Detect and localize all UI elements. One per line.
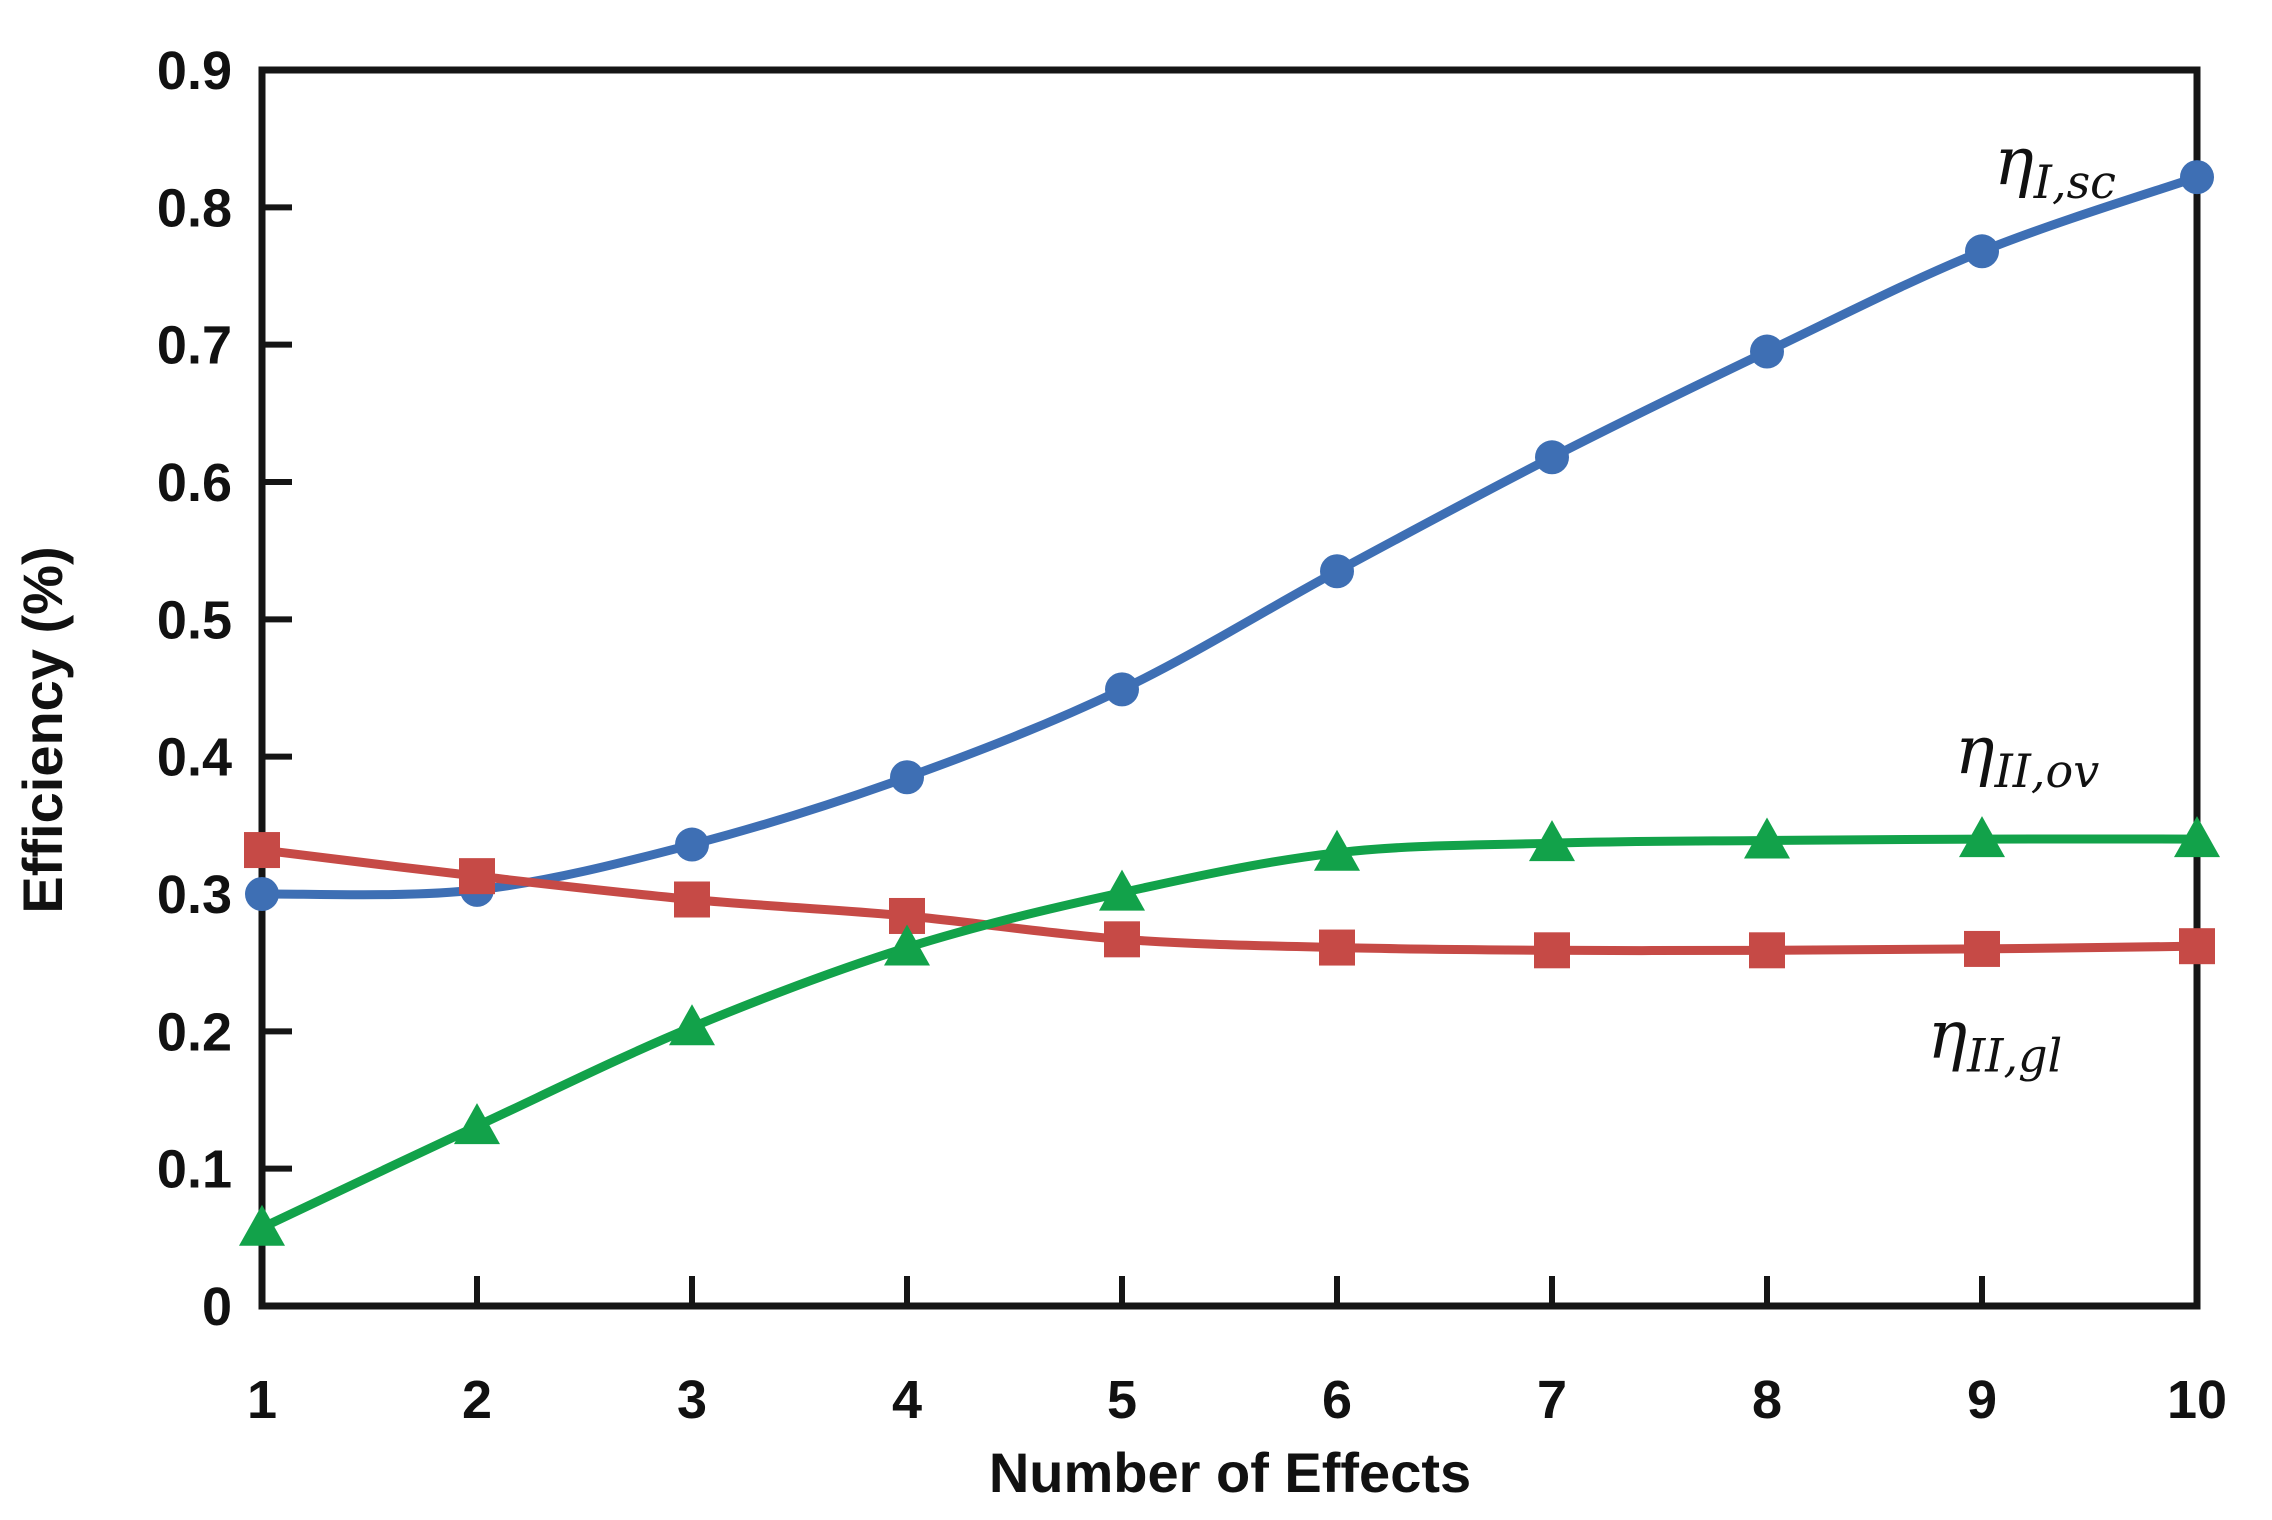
x-tick-label: 1 xyxy=(247,1370,277,1430)
series-line-eta-II-ov xyxy=(257,834,2202,1233)
series-label-eta-I-sc: ηI,sc xyxy=(1994,123,2116,209)
x-tick-label: 5 xyxy=(1107,1370,1137,1430)
x-tick-label: 9 xyxy=(1967,1370,1997,1430)
y-tick-label: 0.3 xyxy=(157,865,232,925)
data-point-eta-II-ov xyxy=(884,924,930,966)
y-axis-title: Efficiency (%) xyxy=(11,546,74,913)
series-label-eta-II-gl: ηII,gl xyxy=(1928,996,2063,1082)
data-point-eta-II-gl xyxy=(1104,921,1140,958)
data-point-eta-I-sc xyxy=(1535,440,1569,475)
y-tick-label: 0.7 xyxy=(157,316,232,376)
data-point-eta-I-sc xyxy=(245,877,279,911)
x-tick-label: 4 xyxy=(892,1370,922,1430)
data-point-eta-I-sc xyxy=(890,760,924,795)
x-axis-title: Number of Effects xyxy=(989,1441,1471,1504)
data-point-eta-I-sc xyxy=(1750,334,1784,369)
data-point-eta-II-ov xyxy=(1959,816,2005,858)
plot-frame xyxy=(258,66,2201,1310)
series-line-eta-II-gl xyxy=(257,845,2202,956)
data-point-eta-I-sc xyxy=(675,827,709,862)
data-point-eta-I-sc xyxy=(1965,234,1999,269)
data-point-eta-II-ov xyxy=(1314,829,1360,871)
x-tick-label: 6 xyxy=(1322,1370,1352,1430)
y-tick-label: 0.2 xyxy=(157,1002,232,1062)
x-tick-label: 8 xyxy=(1752,1370,1782,1430)
data-point-eta-I-sc xyxy=(2180,160,2214,195)
data-point-eta-II-gl xyxy=(1964,930,2000,967)
x-tick-label: 10 xyxy=(2167,1370,2227,1430)
series-label-eta-II-ov: ηII,ov xyxy=(1955,712,2099,798)
data-point-eta-II-ov xyxy=(454,1103,500,1145)
data-point-eta-II-ov xyxy=(1099,869,1145,911)
data-point-eta-II-ov xyxy=(239,1204,285,1246)
data-point-eta-II-ov xyxy=(2174,816,2220,858)
data-point-eta-II-gl xyxy=(1319,929,1355,966)
x-tick-label: 7 xyxy=(1537,1370,1567,1430)
series-line-eta-I-sc xyxy=(257,172,2202,900)
y-tick-label: 0.1 xyxy=(157,1140,232,1200)
data-point-eta-II-ov xyxy=(669,1004,715,1046)
data-point-eta-II-gl xyxy=(674,881,710,918)
x-tick-label: 2 xyxy=(462,1370,492,1430)
y-tick-label: 0 xyxy=(202,1277,232,1337)
data-point-eta-II-gl xyxy=(1534,932,1570,969)
y-tick-label: 0.5 xyxy=(157,590,232,650)
data-point-eta-I-sc xyxy=(1105,672,1139,707)
data-point-eta-II-gl xyxy=(1749,932,1785,969)
data-point-eta-II-ov xyxy=(1529,820,1575,862)
y-tick-label: 0.8 xyxy=(157,178,232,238)
y-tick-label: 0.4 xyxy=(157,728,232,788)
x-tick-label: 3 xyxy=(677,1370,707,1430)
y-tick-label: 0.9 xyxy=(157,41,232,101)
data-point-eta-II-gl xyxy=(459,858,495,895)
data-point-eta-II-gl xyxy=(2179,928,2215,965)
data-point-eta-II-gl xyxy=(244,832,280,869)
data-point-eta-II-ov xyxy=(1744,817,1790,859)
y-tick-label: 0.6 xyxy=(157,453,232,513)
data-point-eta-I-sc xyxy=(1320,554,1354,589)
